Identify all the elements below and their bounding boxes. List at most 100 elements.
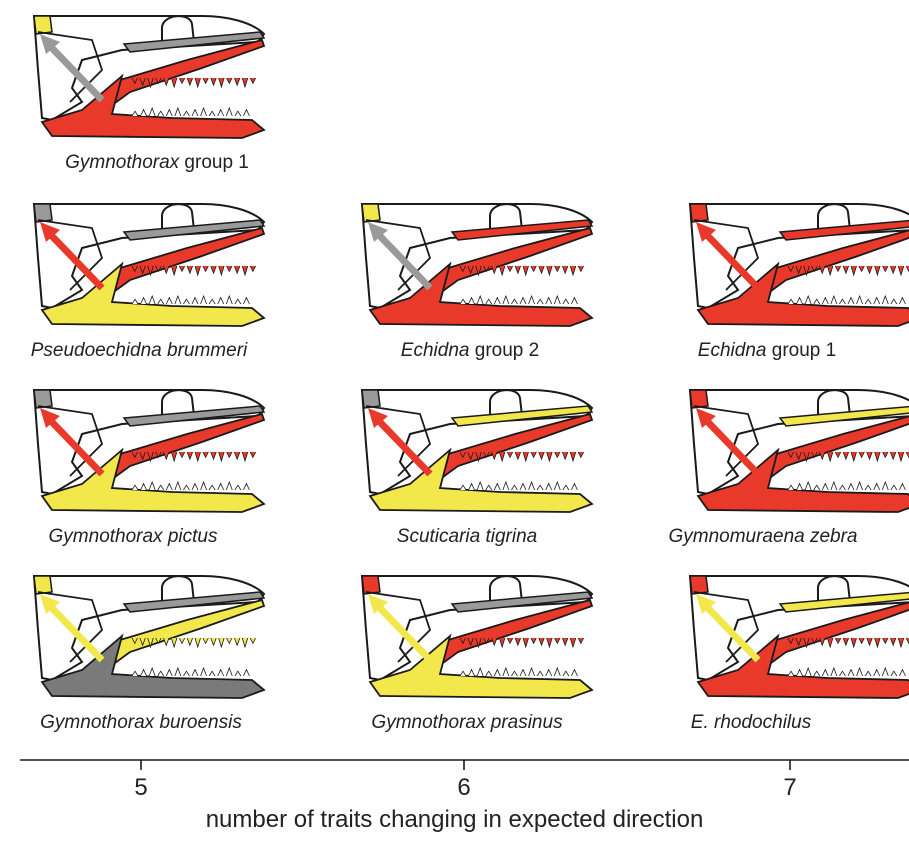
caption-group: group 2 [469,340,540,361]
caption-species: Gymnomuraena zebra [668,526,858,547]
upper-teeth [459,451,584,463]
caption: E. rhodochilus [616,712,886,734]
maxilla [450,405,594,427]
trait-arrow [47,603,105,663]
caption-species: Gymnothorax [65,152,180,173]
upper-teeth [131,451,256,463]
trait-arrow-head [40,594,60,614]
trait-arrow-head [368,594,388,614]
trait-arrow [703,231,761,291]
lower-teeth [459,666,578,677]
trait-arrow-head [40,34,60,54]
lower-jaw [40,261,266,327]
caption-species: Echidna [400,340,470,361]
snout-bone [33,15,53,35]
skull-panel-gymnothorax-prasinus: Gymnothorax prasinus [340,570,600,750]
x-axis [20,759,909,770]
maxilla [450,219,594,241]
skull-panel-pseudoechidna-brummeri: Pseudoechidna brummeri [12,198,272,378]
trait-arrow-head [40,222,60,242]
moray-skull [688,575,909,699]
lower-teeth [131,294,250,305]
lower-teeth [459,294,578,305]
moray-skull [32,15,266,139]
lower-teeth [131,666,250,677]
snout-bone [33,575,53,595]
caption-species: Echidna [697,340,767,361]
caption: Pseudoechidna brummeri [4,340,274,362]
lower-teeth [787,666,906,677]
moray-skull [32,203,266,327]
snout-bone [361,389,381,409]
skull-panel-e-rhodochilus: E. rhodochilus [668,570,909,750]
caption-species: E. rhodochilus [690,712,812,733]
trait-arrow-head [696,408,716,428]
lower-teeth [787,480,906,491]
trait-arrow [375,231,433,291]
caption: Gymnothorax prasinus [332,712,602,734]
snout-bone [689,203,709,223]
tick-label-6: 6 [457,774,471,801]
skull-panel-gymnothorax-group-1: Gymnothorax group 1 [12,10,272,190]
trait-arrow-head [696,594,716,614]
caption-group: group 1 [766,340,837,361]
caption-species: Gymnothorax prasinus [371,712,563,733]
caption: Gymnothorax buroensis [6,712,276,734]
lower-teeth [787,294,906,305]
lower-jaw [368,633,594,699]
snout-bone [361,575,381,595]
moray-skull [360,389,594,513]
caption-species: Gymnothorax buroensis [40,712,242,733]
skull-panel-gymnomuraena-zebra: Gymnomuraena zebra [668,384,909,564]
caption: Gymnomuraena zebra [628,526,898,548]
lower-teeth [459,480,578,491]
maxilla [778,219,909,241]
snout-bone [689,575,709,595]
snout-bone [689,389,709,409]
maxilla [122,591,266,613]
maxilla [450,591,594,613]
caption: Gymnothorax pictus [0,526,268,548]
caption-species: Pseudoechidna brummeri [30,340,248,361]
caption: Scuticaria tigrina [332,526,602,548]
moray-skull [688,389,909,513]
trait-arrow [703,417,761,477]
caption-species: Scuticaria tigrina [396,526,538,547]
tick-label-5: 5 [134,774,148,801]
lower-teeth [131,480,250,491]
skull-panel-scuticaria-tigrina: Scuticaria tigrina [340,384,600,564]
upper-teeth [459,637,584,649]
lower-jaw [696,633,909,699]
skull-panel-gymnothorax-buroensis: Gymnothorax buroensis [12,570,272,750]
upper-teeth [131,637,256,649]
caption: Gymnothorax group 1 [22,152,292,174]
trait-arrow-head [368,408,388,428]
lower-jaw [40,447,266,513]
axis-title: number of traits changing in expected di… [205,806,704,833]
lower-jaw [40,73,266,139]
snout-bone [361,203,381,223]
upper-teeth [787,637,909,649]
caption-species: Gymnothorax pictus [48,526,218,547]
trait-arrow-head [368,222,388,242]
lower-jaw [696,261,909,327]
upper-teeth [459,265,584,277]
maxilla [778,591,909,613]
trait-arrow [703,603,761,663]
moray-skull [688,203,909,327]
caption-group: group 1 [179,152,249,173]
moray-skull [360,203,594,327]
maxilla [778,405,909,427]
moray-skull [360,575,594,699]
trait-arrow [375,603,433,663]
upper-teeth [787,265,909,277]
moray-skull [32,389,266,513]
lower-jaw [696,447,909,513]
skull-panel-echidna-group-1: Echidna group 1 [668,198,909,378]
trait-arrow-head [40,408,60,428]
skull-panel-gymnothorax-pictus: Gymnothorax pictus [12,384,272,564]
moray-skull [32,575,266,699]
upper-teeth [131,265,256,277]
trait-arrow-head [696,222,716,242]
maxilla [122,405,266,427]
